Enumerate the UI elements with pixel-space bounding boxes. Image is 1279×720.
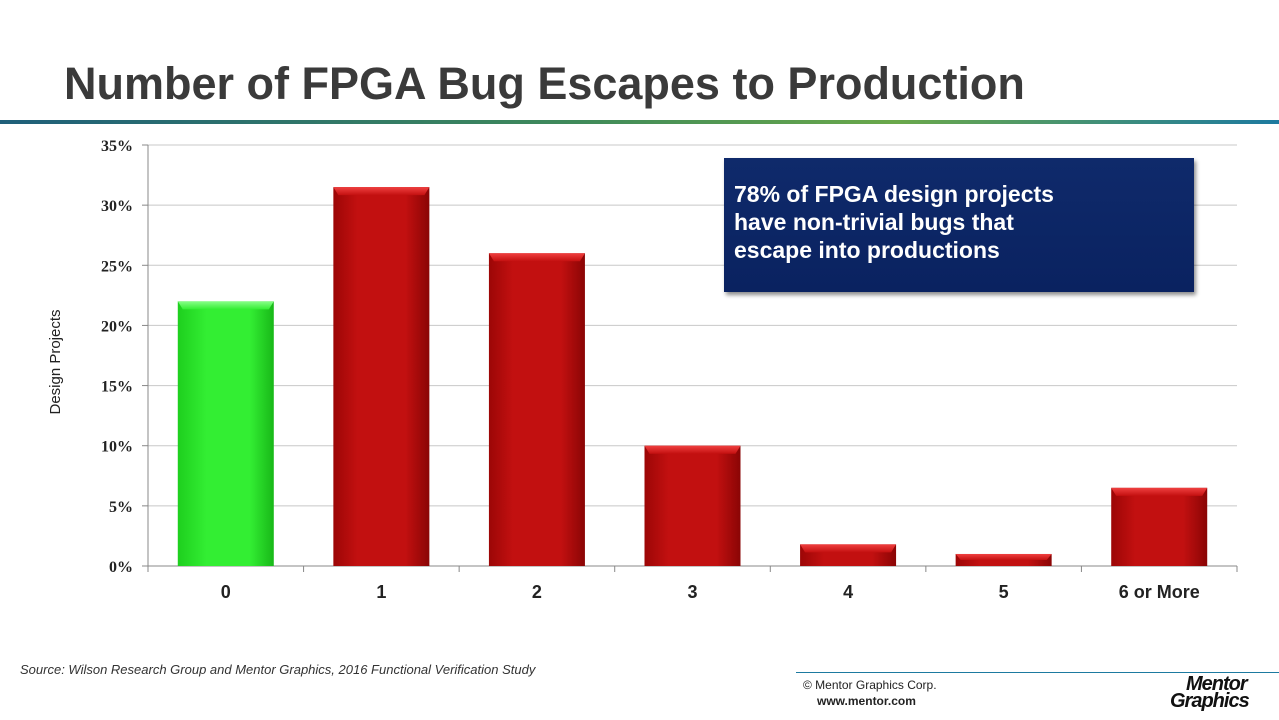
y-tick-labels: 0% 5% 10% 15% 20% 25% 30% 35% <box>101 138 133 576</box>
y-tick-label: 25% <box>101 258 133 275</box>
website-text: www.mentor.com <box>817 694 916 708</box>
x-category-label: 4 <box>843 582 853 602</box>
bar-5 <box>955 553 1052 566</box>
x-category-label: 6 or More <box>1119 582 1200 602</box>
gridlines <box>148 144 1237 507</box>
title-divider <box>0 120 1279 124</box>
x-category-label: 0 <box>221 582 231 602</box>
callout-line-2: have non-trivial bugs that <box>734 209 1014 235</box>
bar-2 <box>488 253 585 566</box>
bar-0 <box>177 301 274 566</box>
y-tick-label: 5% <box>109 499 133 516</box>
y-tick-label: 0% <box>109 559 133 576</box>
bar-1 <box>333 187 430 566</box>
bar-body <box>488 253 585 566</box>
callout-line-1: 78% of FPGA design projects <box>734 181 1054 207</box>
bar-bevel <box>488 253 585 262</box>
y-tick-label: 30% <box>101 198 133 215</box>
logo-line-1: Mentor <box>1186 673 1248 695</box>
x-category-label: 5 <box>999 582 1009 602</box>
bar-6 <box>1111 487 1208 566</box>
y-tick-label: 20% <box>101 318 133 335</box>
x-category-label: 1 <box>376 582 386 602</box>
slide-title: Number of FPGA Bug Escapes to Production <box>64 58 1025 109</box>
bar-body <box>333 187 430 566</box>
bar-bevel <box>177 301 274 310</box>
logo-line-2: Graphics <box>1170 690 1250 712</box>
bar-bevel <box>955 553 1052 560</box>
x-category-label: 2 <box>532 582 542 602</box>
footer-divider <box>796 672 1279 673</box>
bar-bevel <box>333 187 430 196</box>
mentor-graphics-logo: Mentor Graphics <box>1170 673 1270 716</box>
y-tick-label: 35% <box>101 138 133 155</box>
bar-bevel <box>644 445 741 454</box>
source-note: Source: Wilson Research Group and Mentor… <box>20 662 536 677</box>
bar-body <box>644 445 741 566</box>
callout-box: 78% of FPGA design projects have non-tri… <box>724 158 1194 292</box>
x-category-labels: 0 1 2 3 4 5 6 or More <box>221 582 1200 602</box>
bar-chart: 0% 5% 10% 15% 20% 25% 30% 35% 0 1 2 3 4 5 6 or More D… <box>47 138 1238 602</box>
bar-body <box>177 301 274 566</box>
bar-4 <box>800 544 897 566</box>
bar-bevel <box>800 544 897 553</box>
bar-bevel <box>1111 487 1208 496</box>
y-axis-label: Design Projects <box>47 309 64 414</box>
y-tick-label: 10% <box>101 439 133 456</box>
bar-body <box>1111 487 1208 566</box>
copyright-text: © Mentor Graphics Corp. <box>803 678 937 692</box>
callout-line-3: escape into productions <box>734 237 1000 263</box>
bar-3 <box>644 445 741 566</box>
bars <box>177 187 1208 566</box>
x-category-label: 3 <box>687 582 697 602</box>
y-tick-label: 15% <box>101 379 133 396</box>
